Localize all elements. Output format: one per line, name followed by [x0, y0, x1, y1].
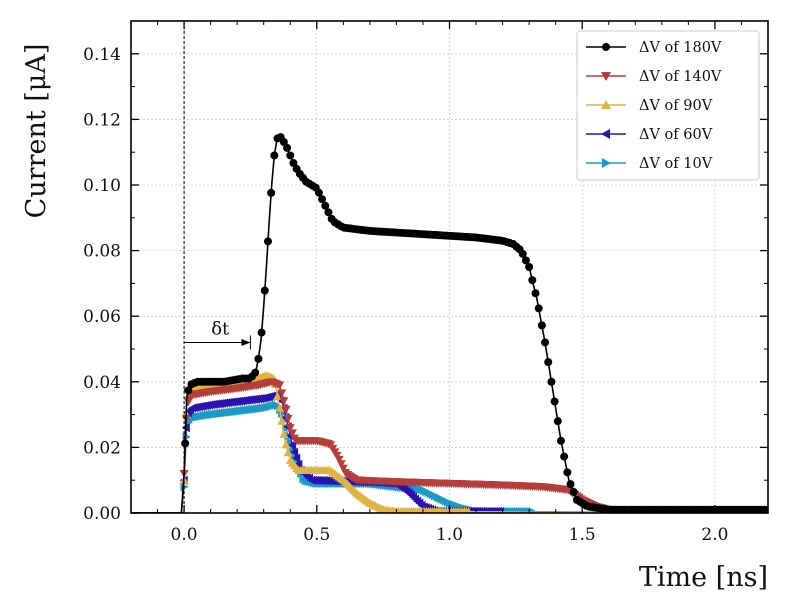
legend-box — [576, 30, 760, 181]
legend-marker — [602, 158, 611, 168]
legend-entry: ΔV of 180V — [586, 40, 722, 56]
data-point — [550, 397, 559, 406]
data-point — [547, 377, 556, 386]
legend-entry: ΔV of 140V — [586, 69, 722, 85]
legend-label: ΔV of 10V — [639, 156, 713, 172]
data-point — [254, 354, 263, 363]
data-point — [281, 405, 291, 414]
dt-arrow-head — [241, 338, 251, 346]
data-point — [279, 138, 288, 147]
data-point — [282, 423, 291, 433]
legend-marker — [601, 100, 611, 109]
series-line — [131, 374, 768, 513]
y-tick-label: 0.02 — [83, 438, 121, 458]
data-point — [556, 436, 565, 445]
legend-marker — [601, 72, 611, 81]
data-point — [260, 286, 269, 295]
data-point — [465, 507, 472, 513]
data-point — [294, 459, 303, 469]
data-point — [569, 488, 578, 497]
series-group — [131, 133, 768, 513]
data-point — [318, 195, 327, 204]
data-point — [531, 289, 540, 298]
data-point — [275, 381, 285, 390]
y-tick-label: 0.10 — [83, 176, 121, 196]
data-point — [275, 403, 285, 412]
legend-entry: ΔV of 90V — [586, 98, 713, 114]
data-point — [286, 151, 295, 160]
y-tick-label: 0.04 — [83, 373, 121, 393]
dt-label: δt — [211, 318, 230, 339]
data-point — [544, 358, 553, 367]
data-point — [251, 368, 260, 377]
data-point — [324, 208, 333, 217]
y-tick-label: 0.08 — [83, 242, 121, 262]
data-point — [537, 321, 546, 330]
series-140V — [131, 378, 768, 513]
y-axis-title: Current [μA] — [21, 44, 52, 219]
x-tick-label: 0.0 — [171, 525, 198, 545]
axis-ticks: 0.0 0.5 1.0 1.5 2.0 0.00 0.02 0.04 0.06 0.08 0.10 0… — [83, 21, 768, 545]
legend-marker — [601, 129, 610, 139]
data-point — [287, 440, 296, 450]
data-point — [267, 188, 276, 197]
y-tick-label: 0.00 — [83, 504, 121, 524]
x-tick-label: 2.0 — [701, 525, 728, 545]
data-point — [338, 464, 348, 473]
data-point — [263, 237, 272, 246]
data-point — [283, 143, 292, 152]
legend-label: ΔV of 60V — [639, 127, 713, 143]
legend-entry: ΔV of 10V — [586, 156, 713, 172]
data-point — [336, 460, 346, 469]
legend-label: ΔV of 180V — [639, 40, 722, 56]
data-point — [321, 201, 330, 210]
annotation-group: δt — [183, 21, 251, 513]
data-point — [289, 447, 299, 457]
legend-label: ΔV of 90V — [639, 98, 713, 114]
data-point — [283, 448, 293, 457]
y-tick-label: 0.12 — [83, 110, 121, 130]
data-point — [528, 276, 537, 285]
data-point — [560, 452, 569, 461]
data-point — [281, 440, 291, 449]
data-point — [257, 328, 266, 337]
data-point — [292, 453, 301, 463]
data-point — [285, 424, 295, 433]
data-point — [279, 397, 289, 406]
data-point — [566, 480, 575, 489]
data-point — [334, 455, 344, 464]
legend-marker — [602, 43, 610, 51]
data-point — [541, 338, 550, 347]
data-point — [518, 249, 527, 258]
legend-label: ΔV of 140V — [639, 69, 722, 85]
x-tick-label: 1.5 — [569, 525, 596, 545]
data-point — [270, 151, 279, 160]
data-point — [521, 256, 530, 265]
y-tick-label: 0.06 — [83, 307, 121, 327]
data-point — [534, 304, 543, 313]
data-point — [273, 401, 283, 411]
x-tick-label: 0.5 — [303, 525, 330, 545]
data-point — [279, 429, 289, 438]
data-point — [764, 505, 768, 513]
legend-entry: ΔV of 60V — [586, 127, 713, 143]
data-point — [277, 416, 287, 425]
legend: ΔV of 180V ΔV of 140V ΔV of 90V ΔV of 60V ΔV… — [576, 30, 760, 181]
data-point — [287, 429, 297, 438]
data-point — [563, 468, 572, 477]
data-point — [181, 439, 190, 448]
data-point — [525, 263, 534, 271]
y-tick-label: 0.14 — [83, 45, 121, 65]
data-point — [289, 159, 298, 168]
x-axis-title: Time [ns] — [639, 562, 768, 593]
data-point — [283, 414, 293, 424]
data-point — [277, 389, 287, 398]
x-tick-label: 1.0 — [436, 525, 463, 545]
series-180V — [131, 133, 768, 513]
data-point — [553, 417, 562, 426]
data-point — [314, 188, 323, 197]
data-point — [184, 386, 193, 395]
